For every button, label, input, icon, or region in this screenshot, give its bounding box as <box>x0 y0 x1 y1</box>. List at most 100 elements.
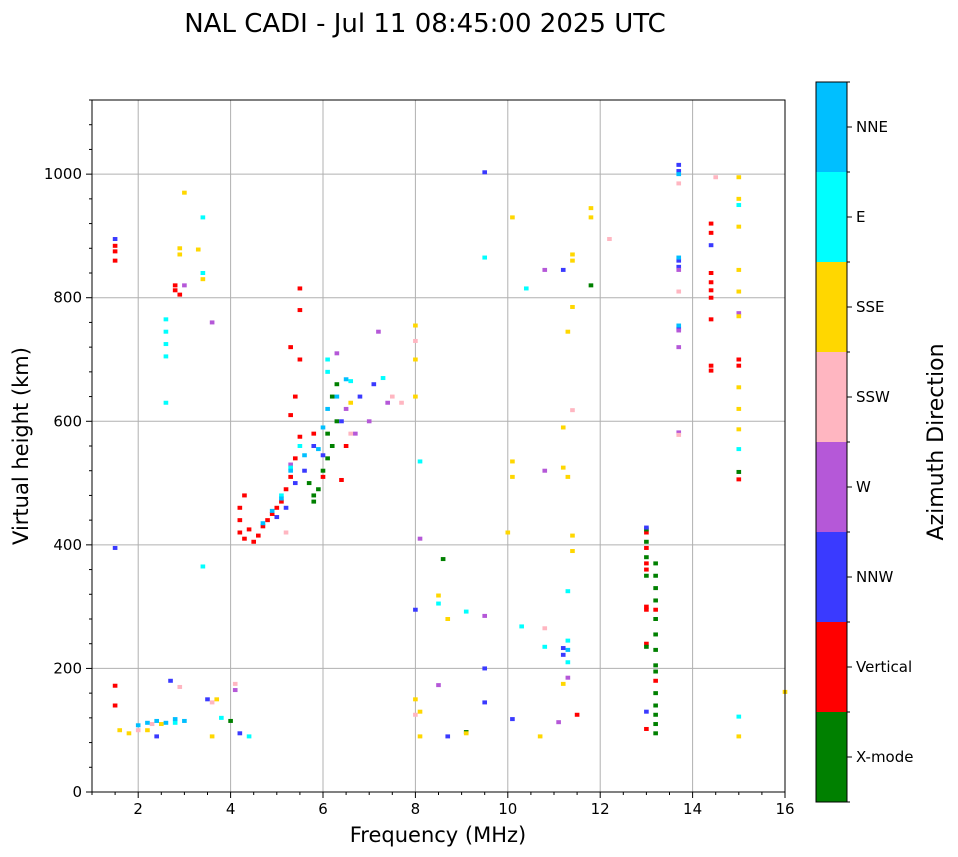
data-point <box>339 477 344 482</box>
data-point <box>311 431 317 436</box>
data-point <box>334 351 340 356</box>
data-point <box>510 215 515 220</box>
data-point <box>736 714 742 719</box>
colorbar: X-mode Vertical NNW W SSW SSE E NNE <box>815 81 913 803</box>
data-point <box>736 175 742 180</box>
data-point <box>653 731 658 736</box>
data-point <box>653 607 658 612</box>
data-point <box>676 172 682 177</box>
data-point <box>644 726 649 731</box>
data-point <box>246 527 252 532</box>
x-axis-label: Frequency (MHz) <box>350 823 526 847</box>
data-point <box>482 255 488 260</box>
data-point <box>708 280 714 285</box>
data-point <box>482 666 488 671</box>
data-point <box>325 369 330 374</box>
data-point <box>237 518 243 523</box>
data-point <box>172 720 178 725</box>
data-point <box>279 499 284 504</box>
data-point <box>205 697 210 702</box>
y-tick-label: 0 <box>72 783 82 801</box>
plot-area <box>92 100 785 792</box>
data-point <box>570 252 575 257</box>
data-point <box>320 453 326 458</box>
data-point <box>708 271 714 275</box>
data-point <box>676 345 682 350</box>
data-point <box>560 681 566 686</box>
data-point <box>112 237 118 242</box>
data-point <box>316 487 321 492</box>
data-point <box>482 700 488 705</box>
data-point <box>242 493 247 498</box>
data-point <box>200 564 206 569</box>
data-point <box>482 170 488 175</box>
data-point <box>172 717 178 722</box>
data-point <box>163 329 169 334</box>
data-point <box>177 252 183 257</box>
data-point <box>565 660 571 665</box>
data-point <box>644 561 649 566</box>
data-point <box>736 363 742 368</box>
data-point <box>510 459 515 464</box>
data-point <box>736 289 742 294</box>
data-point <box>200 215 206 220</box>
data-point <box>279 496 284 501</box>
x-tick-label: 2 <box>133 800 143 818</box>
y-tick-label: 1000 <box>44 165 82 183</box>
data-point <box>389 394 395 399</box>
data-point <box>283 505 289 510</box>
data-point <box>570 533 575 538</box>
data-point <box>676 267 682 272</box>
data-point <box>537 734 543 739</box>
data-point <box>163 317 169 322</box>
colorbar-tick-label: NNE <box>856 118 888 136</box>
data-point <box>653 722 658 727</box>
data-point <box>482 613 488 618</box>
data-point <box>542 468 548 473</box>
data-point <box>436 601 441 606</box>
data-point <box>163 720 169 725</box>
y-tick-label: 600 <box>53 412 82 430</box>
data-point <box>736 196 742 201</box>
data-point <box>565 647 571 652</box>
data-point <box>269 511 275 516</box>
data-point <box>343 377 349 382</box>
data-point <box>574 712 580 717</box>
data-point <box>676 323 682 328</box>
data-point <box>311 499 317 504</box>
data-point <box>510 717 515 722</box>
colorbar-segment <box>816 622 847 712</box>
data-point <box>644 573 649 578</box>
data-point <box>570 549 575 554</box>
data-point <box>320 468 326 473</box>
x-axis-ticks: 2 4 6 8 10 12 14 16 <box>91 792 795 818</box>
data-point <box>292 394 298 399</box>
data-point <box>366 419 372 424</box>
data-point <box>158 722 164 727</box>
data-point <box>172 288 178 293</box>
colorbar-segment <box>816 442 847 532</box>
data-point <box>357 394 363 399</box>
data-point <box>112 249 118 254</box>
data-point <box>112 683 118 688</box>
data-point <box>653 647 658 652</box>
data-point <box>329 444 335 448</box>
data-point <box>736 447 742 452</box>
data-point <box>135 728 141 733</box>
data-point <box>376 329 381 334</box>
data-point <box>436 683 441 688</box>
colorbar-segment <box>816 352 847 442</box>
data-point <box>417 734 423 739</box>
data-point <box>316 447 321 452</box>
data-point <box>288 345 293 350</box>
data-point <box>177 292 183 297</box>
data-point <box>288 413 293 418</box>
data-point <box>463 609 469 614</box>
data-point <box>385 400 390 405</box>
data-point <box>209 700 215 705</box>
colorbar-segment <box>816 712 847 802</box>
data-point <box>292 456 298 461</box>
data-point <box>117 728 123 733</box>
data-point <box>182 190 187 195</box>
data-point <box>325 431 330 436</box>
